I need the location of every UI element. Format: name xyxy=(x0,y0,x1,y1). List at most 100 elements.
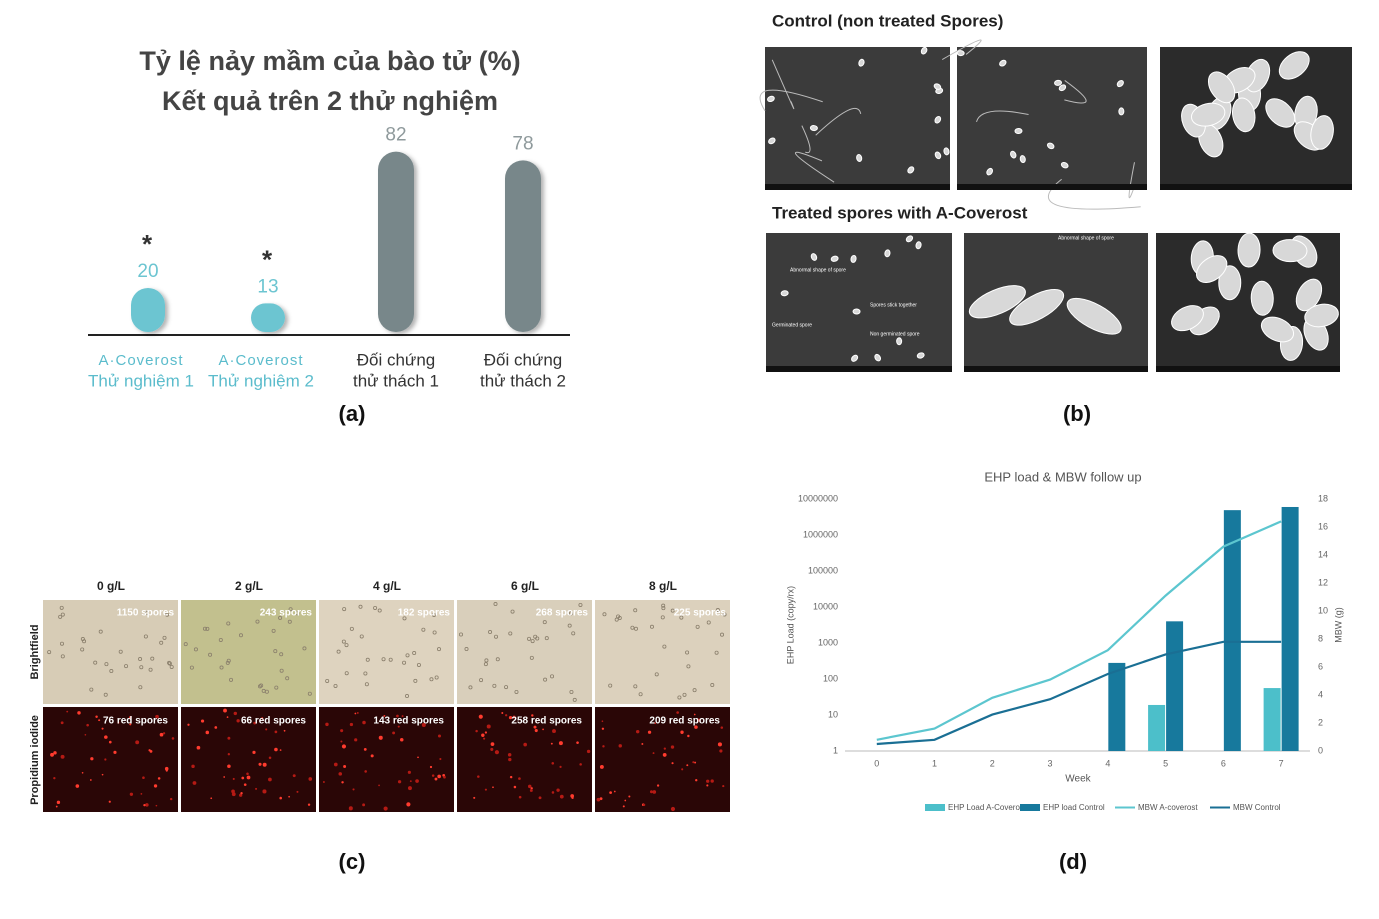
cell xyxy=(225,660,230,665)
red-spore xyxy=(649,790,653,794)
fluorescence-image xyxy=(595,707,730,812)
cell xyxy=(80,647,85,652)
column-header: 2 g/L xyxy=(235,579,263,593)
y-tick-label: 10000 xyxy=(813,601,838,611)
red-spore xyxy=(613,790,616,793)
chart-title: Tỷ lệ nảy mầm của bào tử (%) xyxy=(139,46,520,76)
cell xyxy=(124,664,129,669)
cell xyxy=(405,694,410,699)
red-spore xyxy=(494,750,500,755)
cell xyxy=(333,683,338,688)
bar xyxy=(1166,621,1184,751)
red-spore xyxy=(483,737,486,740)
chart-title: Kết quả trên 2 thử nghiệm xyxy=(162,86,498,116)
red-spore xyxy=(101,727,104,730)
y2-tick-label: 12 xyxy=(1318,577,1328,587)
red-spore xyxy=(722,785,725,788)
red-spore xyxy=(407,770,411,774)
cell xyxy=(259,683,264,688)
red-spore xyxy=(492,786,494,789)
cell xyxy=(413,678,418,683)
cell xyxy=(302,646,307,651)
red-spore xyxy=(89,779,92,781)
red-spore xyxy=(509,775,513,779)
cell xyxy=(93,660,98,665)
spore xyxy=(916,352,925,359)
red-spore xyxy=(274,730,278,734)
cell xyxy=(510,609,515,614)
red-spore xyxy=(508,757,512,762)
cell xyxy=(144,610,149,615)
red-spore xyxy=(77,711,81,715)
x-tick-label: Đối chứng xyxy=(357,350,435,369)
red-spore xyxy=(308,777,313,781)
red-spore xyxy=(437,774,441,779)
spore xyxy=(1231,97,1256,133)
red-spore xyxy=(262,789,267,794)
cell xyxy=(468,685,473,690)
x-tick-label: 2 xyxy=(990,758,995,768)
cell xyxy=(363,671,368,676)
filament xyxy=(815,107,862,136)
red-spore xyxy=(507,753,512,757)
value-label: 82 xyxy=(385,125,406,146)
bar xyxy=(1263,688,1281,751)
red-spore xyxy=(596,797,601,802)
red-spore xyxy=(296,790,299,793)
legend-label: EHP Load A-Coverost xyxy=(948,803,1027,812)
red-spore xyxy=(579,763,582,766)
cell xyxy=(662,644,667,649)
red-spore xyxy=(559,794,564,799)
red-spore xyxy=(340,729,344,733)
red-spore xyxy=(538,796,542,800)
spore-count: 258 red spores xyxy=(511,716,582,727)
cell xyxy=(238,633,243,638)
red-spore xyxy=(153,784,158,788)
cell xyxy=(359,634,364,639)
red-spore xyxy=(602,745,605,748)
spore xyxy=(934,151,942,160)
spore xyxy=(780,290,789,297)
red-spore xyxy=(135,740,140,745)
spore xyxy=(915,241,922,250)
red-spore xyxy=(101,773,104,776)
y2-tick-label: 8 xyxy=(1318,633,1323,643)
cell xyxy=(229,677,234,682)
x-tick-label: thử thách 2 xyxy=(480,371,566,390)
spore xyxy=(767,95,775,103)
spore xyxy=(1046,142,1055,150)
y2-axis-label: MBW (g) xyxy=(1333,607,1343,643)
cell xyxy=(109,669,114,674)
red-spore xyxy=(512,715,516,719)
red-spore xyxy=(383,806,388,811)
red-spore xyxy=(676,711,680,714)
scale-bar xyxy=(957,184,1147,190)
cell xyxy=(685,650,690,655)
red-spore xyxy=(90,757,94,761)
spore xyxy=(956,50,965,57)
cell xyxy=(715,608,720,613)
line xyxy=(876,640,1282,746)
cell xyxy=(695,624,700,629)
spore-count: 209 red spores xyxy=(649,716,720,727)
cell xyxy=(544,636,549,641)
spore-count: 66 red spores xyxy=(241,716,306,727)
spore xyxy=(1054,79,1063,86)
cell xyxy=(342,607,347,612)
red-spore xyxy=(268,756,272,760)
significance-mark: * xyxy=(262,244,273,274)
red-spore xyxy=(246,775,251,780)
red-spore xyxy=(477,775,480,778)
red-spore xyxy=(531,714,534,717)
cell xyxy=(527,636,532,641)
red-spore xyxy=(396,714,399,718)
cell xyxy=(568,611,573,616)
cell xyxy=(488,630,493,635)
bar xyxy=(378,151,414,332)
cell xyxy=(150,656,155,661)
filament xyxy=(1064,80,1087,104)
red-spore xyxy=(601,727,605,730)
spore xyxy=(934,116,942,124)
red-spore xyxy=(692,761,695,764)
cell xyxy=(381,657,386,662)
